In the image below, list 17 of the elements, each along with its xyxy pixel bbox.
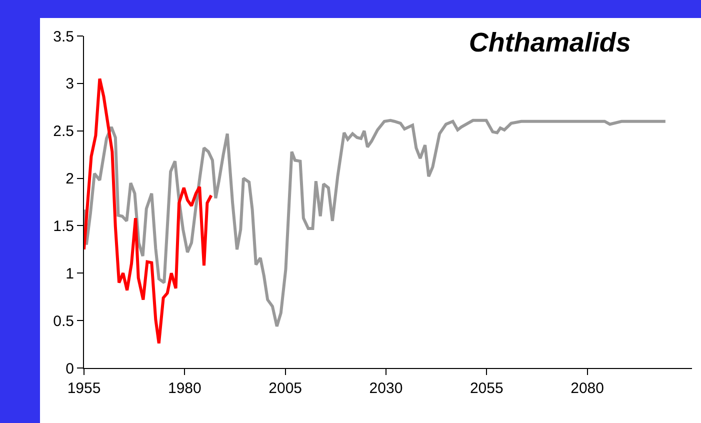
x-tick-label: 2080 (570, 380, 604, 397)
y-tick-label: 1 (66, 265, 74, 282)
x-tick-label: 2055 (470, 380, 504, 397)
x-tick-label: 1980 (168, 380, 202, 397)
line-series (84, 118, 667, 328)
x-tick-label: 2005 (268, 380, 302, 397)
y-tick-label: 0.5 (53, 312, 74, 330)
y-tick-label: 3 (66, 76, 74, 93)
y-tick-label: 2.5 (53, 123, 74, 140)
y-tick-label: 0 (66, 360, 74, 378)
chart-title: Chthamalids (468, 27, 631, 58)
y-tick-label: 3.5 (53, 28, 74, 46)
y-tick-label: 2 (66, 170, 74, 188)
line-series (84, 77, 213, 345)
y-tick-label: 1.5 (53, 218, 74, 235)
x-tick-label: 2030 (369, 380, 403, 397)
x-tick-label: 1955 (67, 380, 101, 397)
